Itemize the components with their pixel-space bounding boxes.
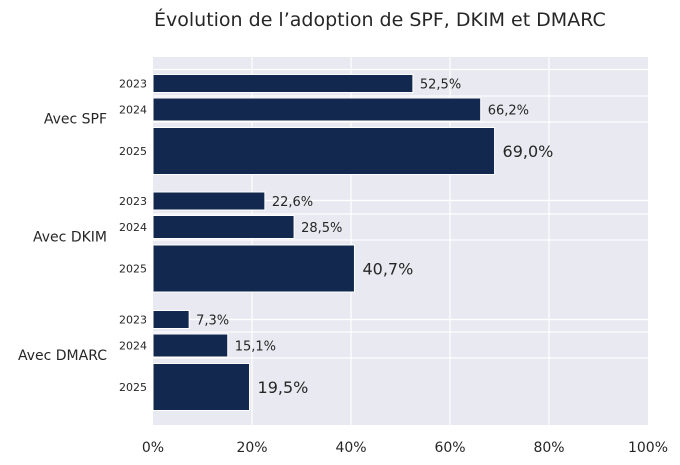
x-tick-label: 0% (142, 440, 164, 456)
bar (152, 310, 190, 329)
x-tick-label: 60% (434, 440, 465, 456)
data-label: 19,5% (258, 378, 309, 397)
year-label: 2024 (119, 340, 147, 353)
group-label: Avec DMARC (18, 348, 107, 364)
bar (152, 97, 482, 122)
x-tick-label: 40% (335, 440, 366, 456)
x-tick-label: 20% (236, 440, 267, 456)
year-label: 2023 (119, 78, 147, 91)
data-label: 52,5% (420, 78, 461, 93)
year-label: 2023 (119, 314, 147, 327)
data-label: 40,7% (362, 260, 413, 279)
chart-title: Évolution de l’adoption de SPF, DKIM et … (154, 9, 606, 31)
bar (152, 333, 229, 358)
bar (152, 127, 496, 175)
x-tick-label: 100% (628, 440, 668, 456)
bar (152, 215, 295, 239)
year-label: 2023 (119, 195, 147, 208)
group-label: Avec DKIM (33, 230, 107, 246)
data-label: 7,3% (196, 314, 229, 329)
x-tick-label: 80% (533, 440, 564, 456)
data-label: 28,5% (301, 221, 342, 236)
data-label: 15,1% (235, 340, 276, 355)
data-label: 69,0% (503, 142, 554, 161)
year-label: 2024 (119, 221, 147, 234)
year-label: 2024 (119, 104, 147, 117)
year-label: 2025 (119, 263, 147, 276)
data-label: 66,2% (488, 104, 529, 119)
year-label: 2025 (119, 381, 147, 394)
data-label: 22,6% (272, 195, 313, 210)
bar (152, 74, 414, 93)
labels: 0% 20% 40% 60% 80% 100% Avec SPF 2023 52,5% 2024 6… (18, 78, 668, 457)
year-label: 2025 (119, 145, 147, 158)
bar (152, 191, 266, 211)
bar (152, 363, 251, 411)
group-label: Avec SPF (44, 112, 107, 128)
bars (152, 74, 496, 411)
bar (152, 244, 355, 293)
